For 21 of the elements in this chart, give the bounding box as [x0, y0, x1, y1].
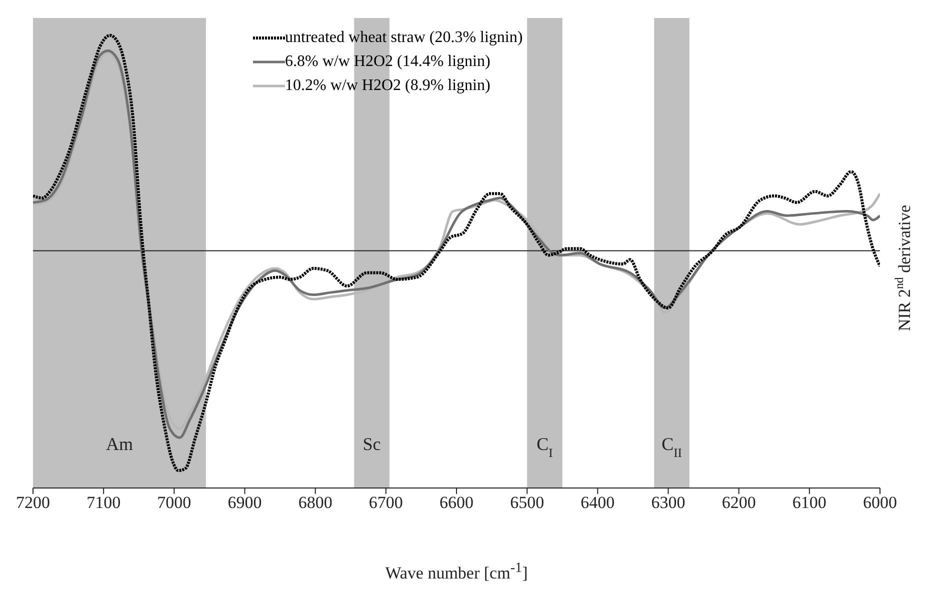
- x-tick-label: 6000: [863, 493, 897, 512]
- x-tick-label: 6300: [651, 493, 686, 512]
- band-label: C$_{I}$: [536, 434, 553, 460]
- legend-label: 6.8% w/w H2O2 (14.4% lignin): [285, 52, 490, 72]
- x-tick-label: 7000: [157, 493, 192, 512]
- x-tick-label: 6200: [722, 493, 756, 512]
- legend-label: untreated wheat straw (20.3% lignin): [285, 28, 523, 48]
- x-tick-label: 6700: [368, 493, 403, 512]
- band-label: Sc: [362, 434, 381, 454]
- band-label: C$_{II}$: [662, 434, 682, 460]
- x-axis-title: Wave number [cm$^{-1}$]: [384, 560, 529, 584]
- x-tick-label: 7100: [86, 493, 121, 512]
- x-tick-label: 6100: [792, 493, 826, 512]
- band-label: Am: [106, 434, 133, 454]
- x-tick-label: 6600: [440, 493, 474, 512]
- x-tick-label: 6900: [228, 493, 262, 512]
- x-tick-label: 6500: [510, 493, 544, 512]
- x-tick-label: 6400: [580, 493, 615, 512]
- legend-label: 10.2% w/w H2O2 (8.9% lignin): [285, 76, 490, 96]
- x-tick-label: 6800: [298, 493, 332, 512]
- x-tick-label: 7200: [16, 493, 50, 512]
